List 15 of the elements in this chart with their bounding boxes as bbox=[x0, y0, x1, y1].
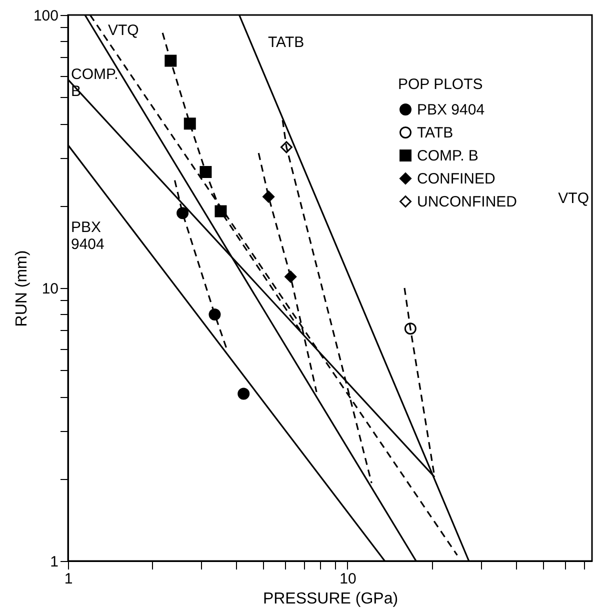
annotation: VTQ bbox=[108, 22, 139, 39]
legend-label: CONFINED bbox=[417, 170, 496, 188]
annotation: VTQ bbox=[558, 190, 589, 207]
y-tick-label: 100 bbox=[33, 8, 58, 24]
y-axis-title: RUN (mm) bbox=[13, 250, 30, 327]
legend-label: COMP. B bbox=[417, 148, 478, 164]
legend-title: POP PLOTS bbox=[398, 76, 483, 93]
legend-label: TATB bbox=[417, 124, 454, 142]
x-axis-title: PRESSURE (GPa) bbox=[262, 590, 398, 608]
annotation: TATB bbox=[268, 34, 304, 51]
y-tick-label: 1 bbox=[50, 554, 58, 570]
legend-label: PBX 9404 bbox=[417, 102, 485, 118]
legend-label: UNCONFINED bbox=[417, 194, 518, 210]
y-tick-label: 10 bbox=[42, 280, 58, 298]
annotation: PBX 9404 bbox=[71, 219, 104, 253]
